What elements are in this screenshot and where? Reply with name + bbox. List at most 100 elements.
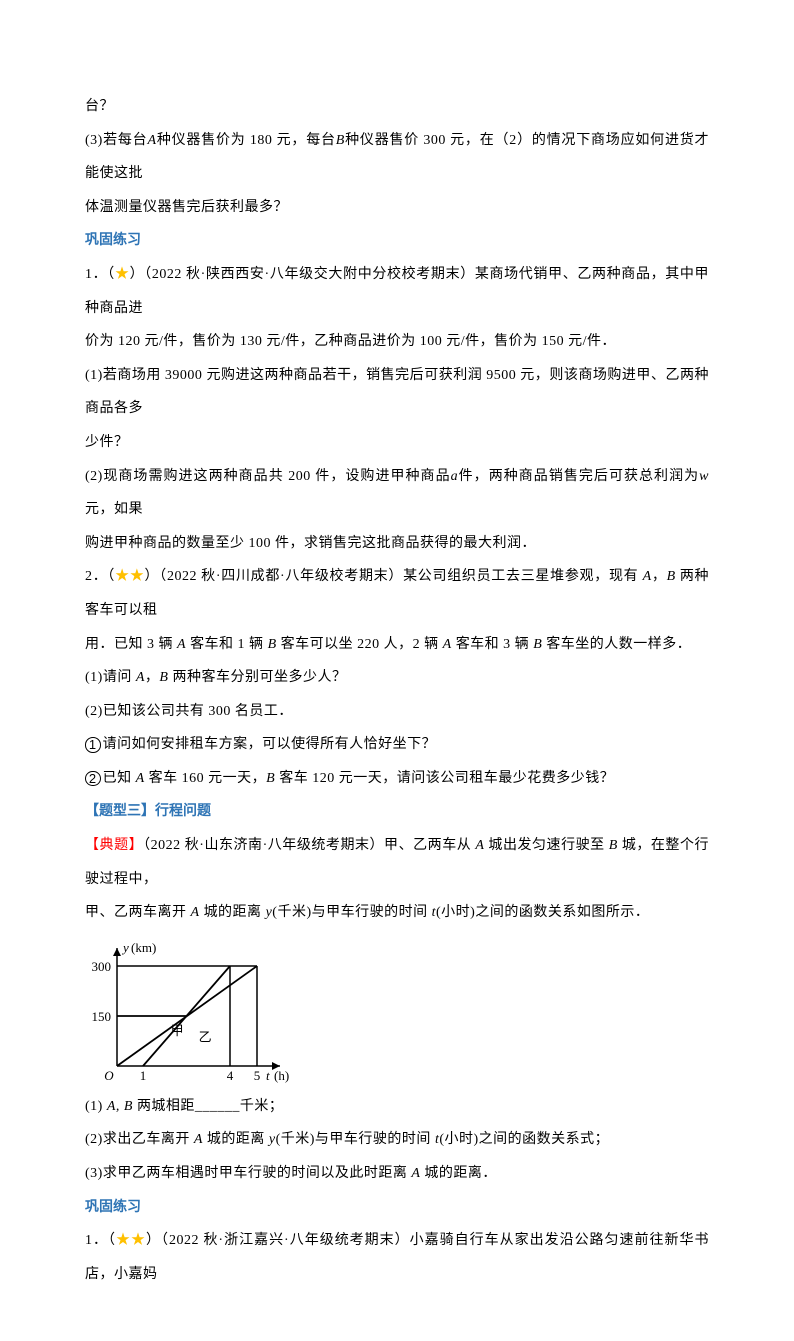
text-line: 2已知 A 客车 160 元一天，B 客车 120 元一天，请问该公司租车最少花…: [85, 762, 709, 796]
section-heading: 【题型三】行程问题: [85, 795, 709, 829]
text-line: (1)若商场用 39000 元购进这两种商品若干，销售完后可获利润 9500 元…: [85, 359, 709, 426]
text: (小时)之间的函数关系如图所示．: [436, 905, 649, 920]
text: 种仪器售价为 180 元，每台: [157, 133, 336, 148]
text-line: (1) A, B 两城相距______千米；: [85, 1090, 709, 1124]
circled-2-icon: 2: [85, 771, 101, 787]
example-tag: 【典题】: [85, 838, 143, 853]
text: (2)已知该公司共有 300 名员工．: [85, 704, 293, 719]
text: ，: [652, 569, 667, 584]
var-a: a: [451, 469, 459, 484]
text-line: (2)求出乙车离开 A 城的距离 y(千米)与甲车行驶的时间 t(小时)之间的函…: [85, 1123, 709, 1157]
svg-text:(h): (h): [274, 1068, 289, 1083]
text-line: 台？: [85, 90, 709, 124]
section-heading: 巩固练习: [85, 224, 709, 258]
text-line: (2)已知该公司共有 300 名员工．: [85, 695, 709, 729]
text: (千米)与甲车行驶的时间: [272, 905, 431, 920]
text: 客车和 1 辆: [186, 637, 268, 652]
text: (2)求出乙车离开: [85, 1132, 194, 1147]
text-line: 用．已知 3 辆 A 客车和 1 辆 B 客车可以坐 220 人，2 辆 A 客…: [85, 628, 709, 662]
text: 两种客车分别可坐多少人？: [168, 670, 346, 685]
line-chart: 300150145Oy(km)t(h)甲乙: [85, 936, 709, 1086]
text: 件，两种商品销售完后可获总利润为: [458, 469, 699, 484]
svg-text:O: O: [104, 1068, 114, 1083]
text: （2022 秋·山东济南·八年级统考期末）甲、乙两车从: [143, 838, 475, 853]
text: 已知: [103, 771, 136, 786]
var-b: B: [609, 838, 618, 853]
var-a: A: [191, 905, 200, 920]
text: 城的距离: [203, 1132, 269, 1147]
text: 用．已知 3 辆: [85, 637, 177, 652]
svg-text:1: 1: [140, 1068, 147, 1083]
star-icon: ★★: [116, 1233, 146, 1248]
text: 城出发匀速行驶至: [484, 838, 608, 853]
text: 客车和 3 辆: [452, 637, 534, 652]
text: 客车可以坐 220 人，2 辆: [277, 637, 443, 652]
var-b: B: [533, 637, 542, 652]
text: 价为 120 元/件，售价为 130 元/件，乙种商品进价为 100 元/件，售…: [85, 334, 616, 349]
text: 城的距离: [200, 905, 266, 920]
var-a: A: [136, 670, 145, 685]
star-icon: ★★: [115, 569, 144, 584]
var-y: y: [269, 1132, 276, 1147]
text: 两城相距______千米；: [133, 1099, 284, 1114]
text: (1)若商场用 39000 元购进这两种商品若干，销售完后可获利润 9500 元…: [85, 368, 709, 417]
var-a: A: [147, 133, 156, 148]
heading-bracket: 【题型三】: [85, 804, 155, 819]
star-icon: ★: [115, 267, 130, 282]
heading-text: 巩固练习: [85, 1200, 141, 1215]
var-b: B: [667, 569, 676, 584]
text: 城的距离．: [420, 1166, 497, 1181]
text-line: 甲、乙两车离开 A 城的距离 y(千米)与甲车行驶的时间 t(小时)之间的函数关…: [85, 896, 709, 930]
var-a: A: [411, 1166, 420, 1181]
page: 台？ (3)若每台A种仪器售价为 180 元，每台B种仪器售价 300 元，在（…: [0, 0, 794, 1341]
text: 1．（: [85, 1233, 116, 1248]
chart-svg: 300150145Oy(km)t(h)甲乙: [85, 936, 290, 1086]
text-line: (1)请问 A，B 两种客车分别可坐多少人？: [85, 661, 709, 695]
question-1b: 1．（★★）（2022 秋·浙江嘉兴·八年级统考期末）小嘉骑自行车从家出发沿公路…: [85, 1224, 709, 1291]
var-a: A: [136, 771, 145, 786]
text: 1．（: [85, 267, 115, 282]
text: (1): [85, 1099, 107, 1114]
text: 客车坐的人数一样多．: [542, 637, 691, 652]
var-a: A: [177, 637, 186, 652]
section-heading: 巩固练习: [85, 1191, 709, 1225]
text: 台？: [85, 99, 114, 114]
text: (3)求甲乙两车相遇时甲车行驶的时间以及此时距离: [85, 1166, 411, 1181]
var-b: B: [266, 771, 275, 786]
text-line: (3)求甲乙两车相遇时甲车行驶的时间以及此时距离 A 城的距离．: [85, 1157, 709, 1191]
text: 2．（: [85, 569, 115, 584]
svg-text:(km): (km): [131, 940, 156, 955]
svg-text:150: 150: [92, 1009, 112, 1024]
question-2: 2．（★★）（2022 秋·四川成都·八年级校考期末）某公司组织员工去三星堆参观…: [85, 560, 709, 627]
text: (千米)与甲车行驶的时间: [276, 1132, 435, 1147]
question-1: 1．（★）（2022 秋·陕西西安·八年级交大附中分校校考期末）某商场代销甲、乙…: [85, 258, 709, 325]
text: (1)请问: [85, 670, 136, 685]
svg-text:甲: 甲: [171, 1023, 184, 1038]
var-a: A: [194, 1132, 203, 1147]
text: ）（2022 秋·浙江嘉兴·八年级统考期末）小嘉骑自行车从家出发沿公路匀速前往新…: [85, 1233, 709, 1282]
svg-text:t: t: [266, 1068, 270, 1083]
text: ）（2022 秋·陕西西安·八年级交大附中分校校考期末）某商场代销甲、乙两种商品…: [85, 267, 709, 316]
text-line: 价为 120 元/件，售价为 130 元/件，乙种商品进价为 100 元/件，售…: [85, 325, 709, 359]
text-line: 体温测量仪器售完后获利最多？: [85, 191, 709, 225]
var-b: B: [336, 133, 345, 148]
text: (2)现商场需购进这两种商品共 200 件，设购进甲种商品: [85, 469, 451, 484]
text: 客车 120 元一天，请问该公司租车最少花费多少钱？: [275, 771, 614, 786]
svg-text:4: 4: [227, 1068, 234, 1083]
text: 客车 160 元一天，: [145, 771, 267, 786]
var-a: A: [443, 637, 452, 652]
text-line: 少件？: [85, 426, 709, 460]
var-ab: A, B: [107, 1099, 133, 1114]
text: ）（2022 秋·四川成都·八年级校考期末）某公司组织员工去三星堆参观，现有: [145, 569, 643, 584]
svg-text:5: 5: [254, 1068, 261, 1083]
text: 甲、乙两车离开: [85, 905, 191, 920]
text: ，: [145, 670, 160, 685]
text: (小时)之间的函数关系式；: [439, 1132, 609, 1147]
example: 【典题】（2022 秋·山东济南·八年级统考期末）甲、乙两车从 A 城出发匀速行…: [85, 829, 709, 896]
text-line: 1请问如何安排租车方案，可以使得所有人恰好坐下？: [85, 728, 709, 762]
text: 少件？: [85, 435, 129, 450]
heading-text: 巩固练习: [85, 233, 141, 248]
text-line: (2)现商场需购进这两种商品共 200 件，设购进甲种商品a件，两种商品销售完后…: [85, 460, 709, 527]
var-b: B: [268, 637, 277, 652]
var-a: A: [643, 569, 652, 584]
